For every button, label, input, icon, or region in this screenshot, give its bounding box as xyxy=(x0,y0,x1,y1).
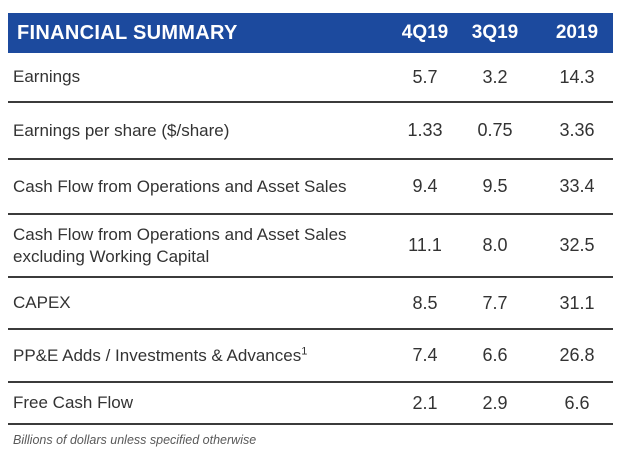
row-value-2019: 33.4 xyxy=(559,176,595,196)
row-value-2019: 32.5 xyxy=(559,235,595,255)
row-value-4q19: 9.4 xyxy=(412,176,438,196)
table-row-cash-flow-ops-excl-wc: Cash Flow from Operations and Asset Sale… xyxy=(8,215,613,278)
table-header-row: FINANCIAL SUMMARY 4Q19 3Q19 2019 xyxy=(8,13,613,53)
footnote-reference: 1 xyxy=(301,345,308,358)
row-label: PP&E Adds / Investments & Advances1 xyxy=(8,345,393,366)
units-footnote: Billions of dollars unless specified oth… xyxy=(13,433,257,447)
row-label: Cash Flow from Operations and Asset Sale… xyxy=(13,225,347,266)
row-label: Earnings per share ($/share) xyxy=(13,120,230,140)
row-value-4q19: 1.33 xyxy=(407,120,443,140)
row-value-3q19: 6.6 xyxy=(482,345,508,365)
row-value-2019: 31.1 xyxy=(559,292,595,313)
row-value-2019: 3.36 xyxy=(559,120,595,140)
table-row-ppe-adds: PP&E Adds / Investments & Advances1 7.4 … xyxy=(8,330,613,383)
financial-summary-table: FINANCIAL SUMMARY 4Q19 3Q19 2019 Earning… xyxy=(8,13,613,447)
row-label: Earnings xyxy=(13,67,81,87)
row-label: Cash Flow from Operations and Asset Sale… xyxy=(13,176,347,196)
table-title: FINANCIAL SUMMARY xyxy=(17,21,238,44)
row-value-2019: 26.8 xyxy=(559,345,595,365)
row-value-2019: 6.6 xyxy=(564,392,590,413)
row-value-3q19: 0.75 xyxy=(477,120,513,140)
row-label-text: PP&E Adds / Investments & Advances xyxy=(13,345,302,365)
column-header-3q19: 3Q19 xyxy=(471,22,519,43)
row-value-4q19: 7.4 xyxy=(412,345,438,365)
row-value-4q19: 2.1 xyxy=(412,392,438,413)
row-value-3q19: 7.7 xyxy=(482,292,508,313)
row-value-4q19: 11.1 xyxy=(408,235,442,255)
table-row-earnings: Earnings 5.7 3.2 14.3 xyxy=(8,53,613,103)
table-row-earnings-per-share: Earnings per share ($/share) 1.33 0.75 3… xyxy=(8,103,613,160)
table-row-cash-flow-ops: Cash Flow from Operations and Asset Sale… xyxy=(8,160,613,215)
row-value-3q19: 2.9 xyxy=(482,392,508,413)
row-value-4q19: 5.7 xyxy=(412,66,438,87)
row-value-3q19: 9.5 xyxy=(482,176,508,196)
table-row-free-cash-flow: Free Cash Flow 2.1 2.9 6.6 xyxy=(8,383,613,425)
row-value-4q19: 8.5 xyxy=(412,292,438,313)
row-label: Free Cash Flow xyxy=(13,393,133,413)
row-label: CAPEX xyxy=(13,293,71,313)
row-value-3q19: 3.2 xyxy=(482,66,508,87)
row-value-3q19: 8.0 xyxy=(482,235,508,255)
column-header-2019: 2019 xyxy=(555,22,599,43)
row-value-2019: 14.3 xyxy=(559,66,595,87)
table-row-capex: CAPEX 8.5 7.7 31.1 xyxy=(8,278,613,330)
column-header-4q19: 4Q19 xyxy=(401,22,449,43)
